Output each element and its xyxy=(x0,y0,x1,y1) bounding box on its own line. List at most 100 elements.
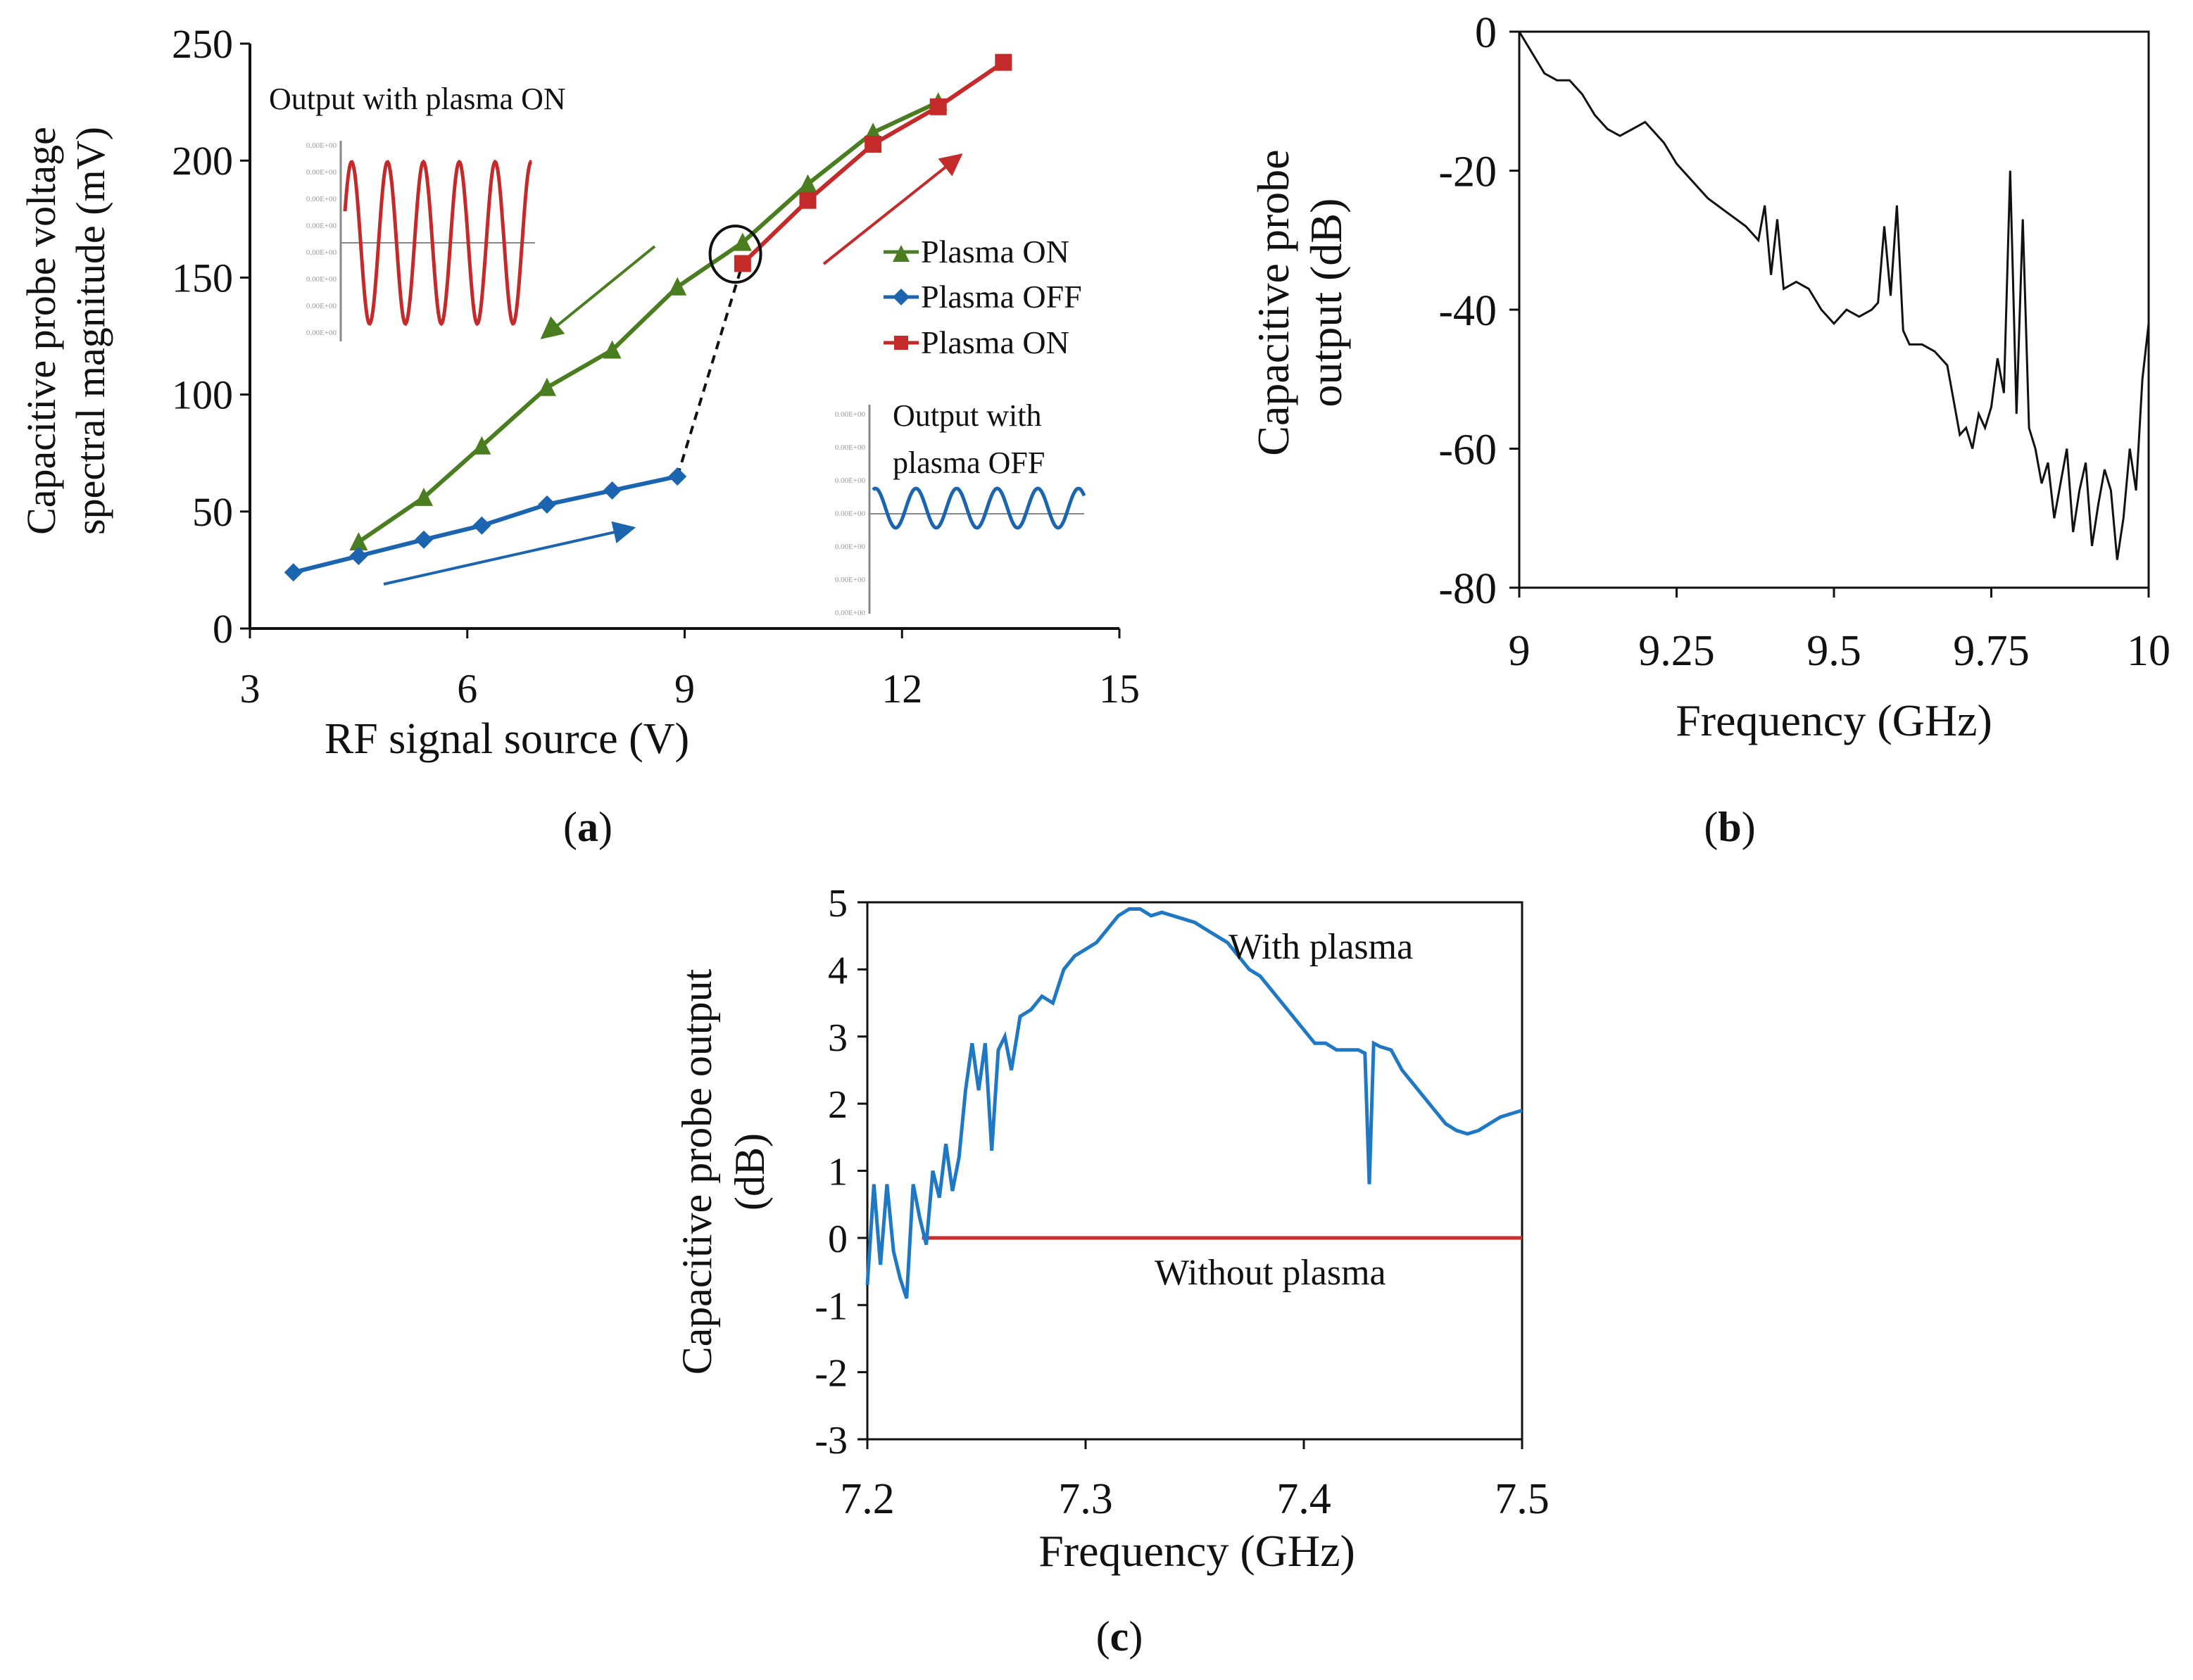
b-axes-frame xyxy=(1509,30,2150,598)
c-y-tick-label: 2 xyxy=(828,1083,848,1127)
a-inset-on-tick: 0.00E+00 xyxy=(306,168,337,177)
a-inset-on-tick: 0.00E+00 xyxy=(306,275,337,284)
c-y-tick-label: -2 xyxy=(815,1352,848,1396)
b-x-tick-label: 9.25 xyxy=(1638,627,1715,675)
a-inset-off-tick: 0.00E+00 xyxy=(835,543,866,551)
b-plot-frame xyxy=(1518,30,2150,589)
a-legend-item-plasma-on-green: Plasma ON xyxy=(884,234,1069,270)
c-x-tick-label: 7.4 xyxy=(1276,1475,1331,1523)
a-point-diamond xyxy=(472,516,491,535)
a-transition-dashed-line xyxy=(676,263,744,477)
a-point-triangle xyxy=(415,487,433,506)
panel-b-caption: (b) xyxy=(1704,804,1755,850)
a-arrow-decreasing xyxy=(540,245,656,340)
a-x-tick-label: 12 xyxy=(881,666,922,712)
a-inset-off-tick: 0.00E+00 xyxy=(835,410,866,419)
a-point-triangle xyxy=(472,436,491,455)
a-x-axis-label: RF signal source (V) xyxy=(325,715,689,763)
b-x-axis-label: Frequency (GHz) xyxy=(1676,695,1992,745)
b-x-tick-label: 9 xyxy=(1509,627,1531,675)
a-point-diamond xyxy=(415,530,433,549)
c-y-tick-label: 1 xyxy=(828,1151,848,1194)
a-arrow-increasing-off xyxy=(383,521,636,586)
a-legend-triangle-icon xyxy=(893,245,910,262)
a-inset-off-title-line1: Output with xyxy=(893,398,1041,433)
a-point-square xyxy=(799,191,817,209)
a-point-triangle xyxy=(349,532,368,551)
a-legend-square-icon xyxy=(894,336,908,350)
a-y-tick-label: 200 xyxy=(172,138,233,184)
b-x-tick-label: 10 xyxy=(2127,627,2170,675)
c-y-tick-labels: 5 4 3 2 1 0 -1 -2 -3 xyxy=(815,882,848,1463)
a-arrow-increasing-on xyxy=(822,153,963,265)
c-series-with-plasma xyxy=(865,907,1523,1299)
c-x-tick-labels: 7.2 7.3 7.4 7.5 xyxy=(840,1475,1550,1523)
c-annotation-without-plasma: Without plasma xyxy=(1155,1253,1386,1293)
c-y-tick-label: 0 xyxy=(828,1218,848,1261)
c-annotation-with-plasma: With plasma xyxy=(1229,927,1413,967)
a-point-triangle xyxy=(668,277,687,296)
c-y-tick-label: 3 xyxy=(828,1016,848,1060)
chart-panel-b: 0 -20 -40 -60 -80 9 9.25 9.5 9.75 10 Frequency (… xyxy=(1248,9,2170,850)
a-y-tick-label: 100 xyxy=(172,372,233,418)
a-inset-off-tick: 0.00E+00 xyxy=(835,476,866,485)
a-y-tick-labels: 0 50 100 150 200 250 xyxy=(172,21,233,652)
b-x-tick-label: 9.5 xyxy=(1806,627,1861,675)
a-point-square xyxy=(995,53,1012,71)
a-point-triangle xyxy=(798,174,817,193)
a-transition-circle xyxy=(708,225,762,284)
a-inset-on-tick-labels: 0.00E+00 0.00E+00 0.00E+00 0.00E+00 0.00E+00… xyxy=(306,141,337,337)
c-y-tick-label: -3 xyxy=(815,1419,848,1463)
c-x-tick-label: 7.5 xyxy=(1495,1475,1550,1523)
a-legend-item-plasma-off: Plasma OFF xyxy=(884,279,1082,315)
a-x-tick-label: 15 xyxy=(1099,666,1140,712)
a-inset-plasma-off: Output with plasma OFF 0.00E+000.00E+000… xyxy=(835,398,1086,617)
chart-panel-a: 0 50 100 150 200 250 3 6 9 12 15 RF signal source… xyxy=(18,21,1140,850)
c-y-axis-label-line1: Capacitive probe output xyxy=(674,968,720,1375)
a-inset-on-tick: 0.00E+00 xyxy=(306,329,337,337)
a-inset-off-tick: 0.00E+00 xyxy=(835,609,866,617)
b-y-axis-label-line1: Capacitive probe xyxy=(1248,149,1298,455)
a-inset-on-tick: 0.00E+00 xyxy=(306,302,337,310)
a-inset-on-tick: 0.00E+00 xyxy=(306,141,337,150)
c-y-axis-label-line2: (dB) xyxy=(727,1133,773,1211)
b-series-line xyxy=(1518,31,2150,560)
c-axes-frame xyxy=(857,901,1523,1449)
c-plot-frame xyxy=(866,901,1523,1441)
a-point-diamond xyxy=(603,481,622,500)
a-y-tick-label: 50 xyxy=(192,489,233,535)
a-point-diamond xyxy=(284,563,303,582)
a-x-tick-label: 3 xyxy=(240,666,260,712)
b-y-tick-labels: 0 -20 -40 -60 -80 xyxy=(1438,9,1497,613)
chart-panel-c: 5 4 3 2 1 0 -1 -2 -3 7.2 7.3 7.4 7.5 With plasma Wi… xyxy=(674,882,1550,1660)
a-inset-on-waveform xyxy=(343,159,533,327)
a-inset-off-tick: 0.00E+00 xyxy=(835,443,866,452)
a-legend: Plasma ON Plasma OFF Plasma ON xyxy=(884,234,1082,360)
a-point-diamond xyxy=(668,467,687,486)
a-inset-on-title: Output with plasma ON xyxy=(269,82,566,116)
a-y-axis-label-line2: spectral magnitude (mV) xyxy=(68,127,113,535)
a-series-line-1 xyxy=(357,100,939,544)
a-legend-item-plasma-on-red: Plasma ON xyxy=(884,324,1069,360)
c-y-tick-label: -1 xyxy=(815,1284,848,1328)
a-series-group xyxy=(284,53,1012,582)
a-inset-off-waveform xyxy=(872,486,1086,530)
a-inset-off-tick-labels: 0.00E+00 0.00E+00 0.00E+00 0.00E+00 0.00E+00… xyxy=(835,410,866,617)
a-legend-label-1: Plasma ON xyxy=(921,234,1069,270)
a-point-square xyxy=(734,255,751,272)
b-x-tick-labels: 9 9.25 9.5 9.75 10 xyxy=(1509,627,2171,675)
b-y-tick-label: 0 xyxy=(1475,9,1497,57)
c-x-tick-label: 7.2 xyxy=(840,1475,895,1523)
a-point-triangle xyxy=(603,340,622,359)
a-y-tick-label: 250 xyxy=(172,21,233,67)
a-inset-off-tick: 0.00E+00 xyxy=(835,510,866,518)
a-inset-on-tick: 0.00E+00 xyxy=(306,222,337,230)
a-point-diamond xyxy=(349,546,368,565)
a-y-tick-label: 0 xyxy=(213,606,233,652)
a-y-tick-label: 150 xyxy=(172,255,233,301)
b-y-tick-label: -40 xyxy=(1438,287,1497,335)
a-inset-on-tick: 0.00E+00 xyxy=(306,248,337,257)
a-point-triangle xyxy=(733,232,752,251)
c-x-tick-label: 7.3 xyxy=(1058,1475,1113,1523)
